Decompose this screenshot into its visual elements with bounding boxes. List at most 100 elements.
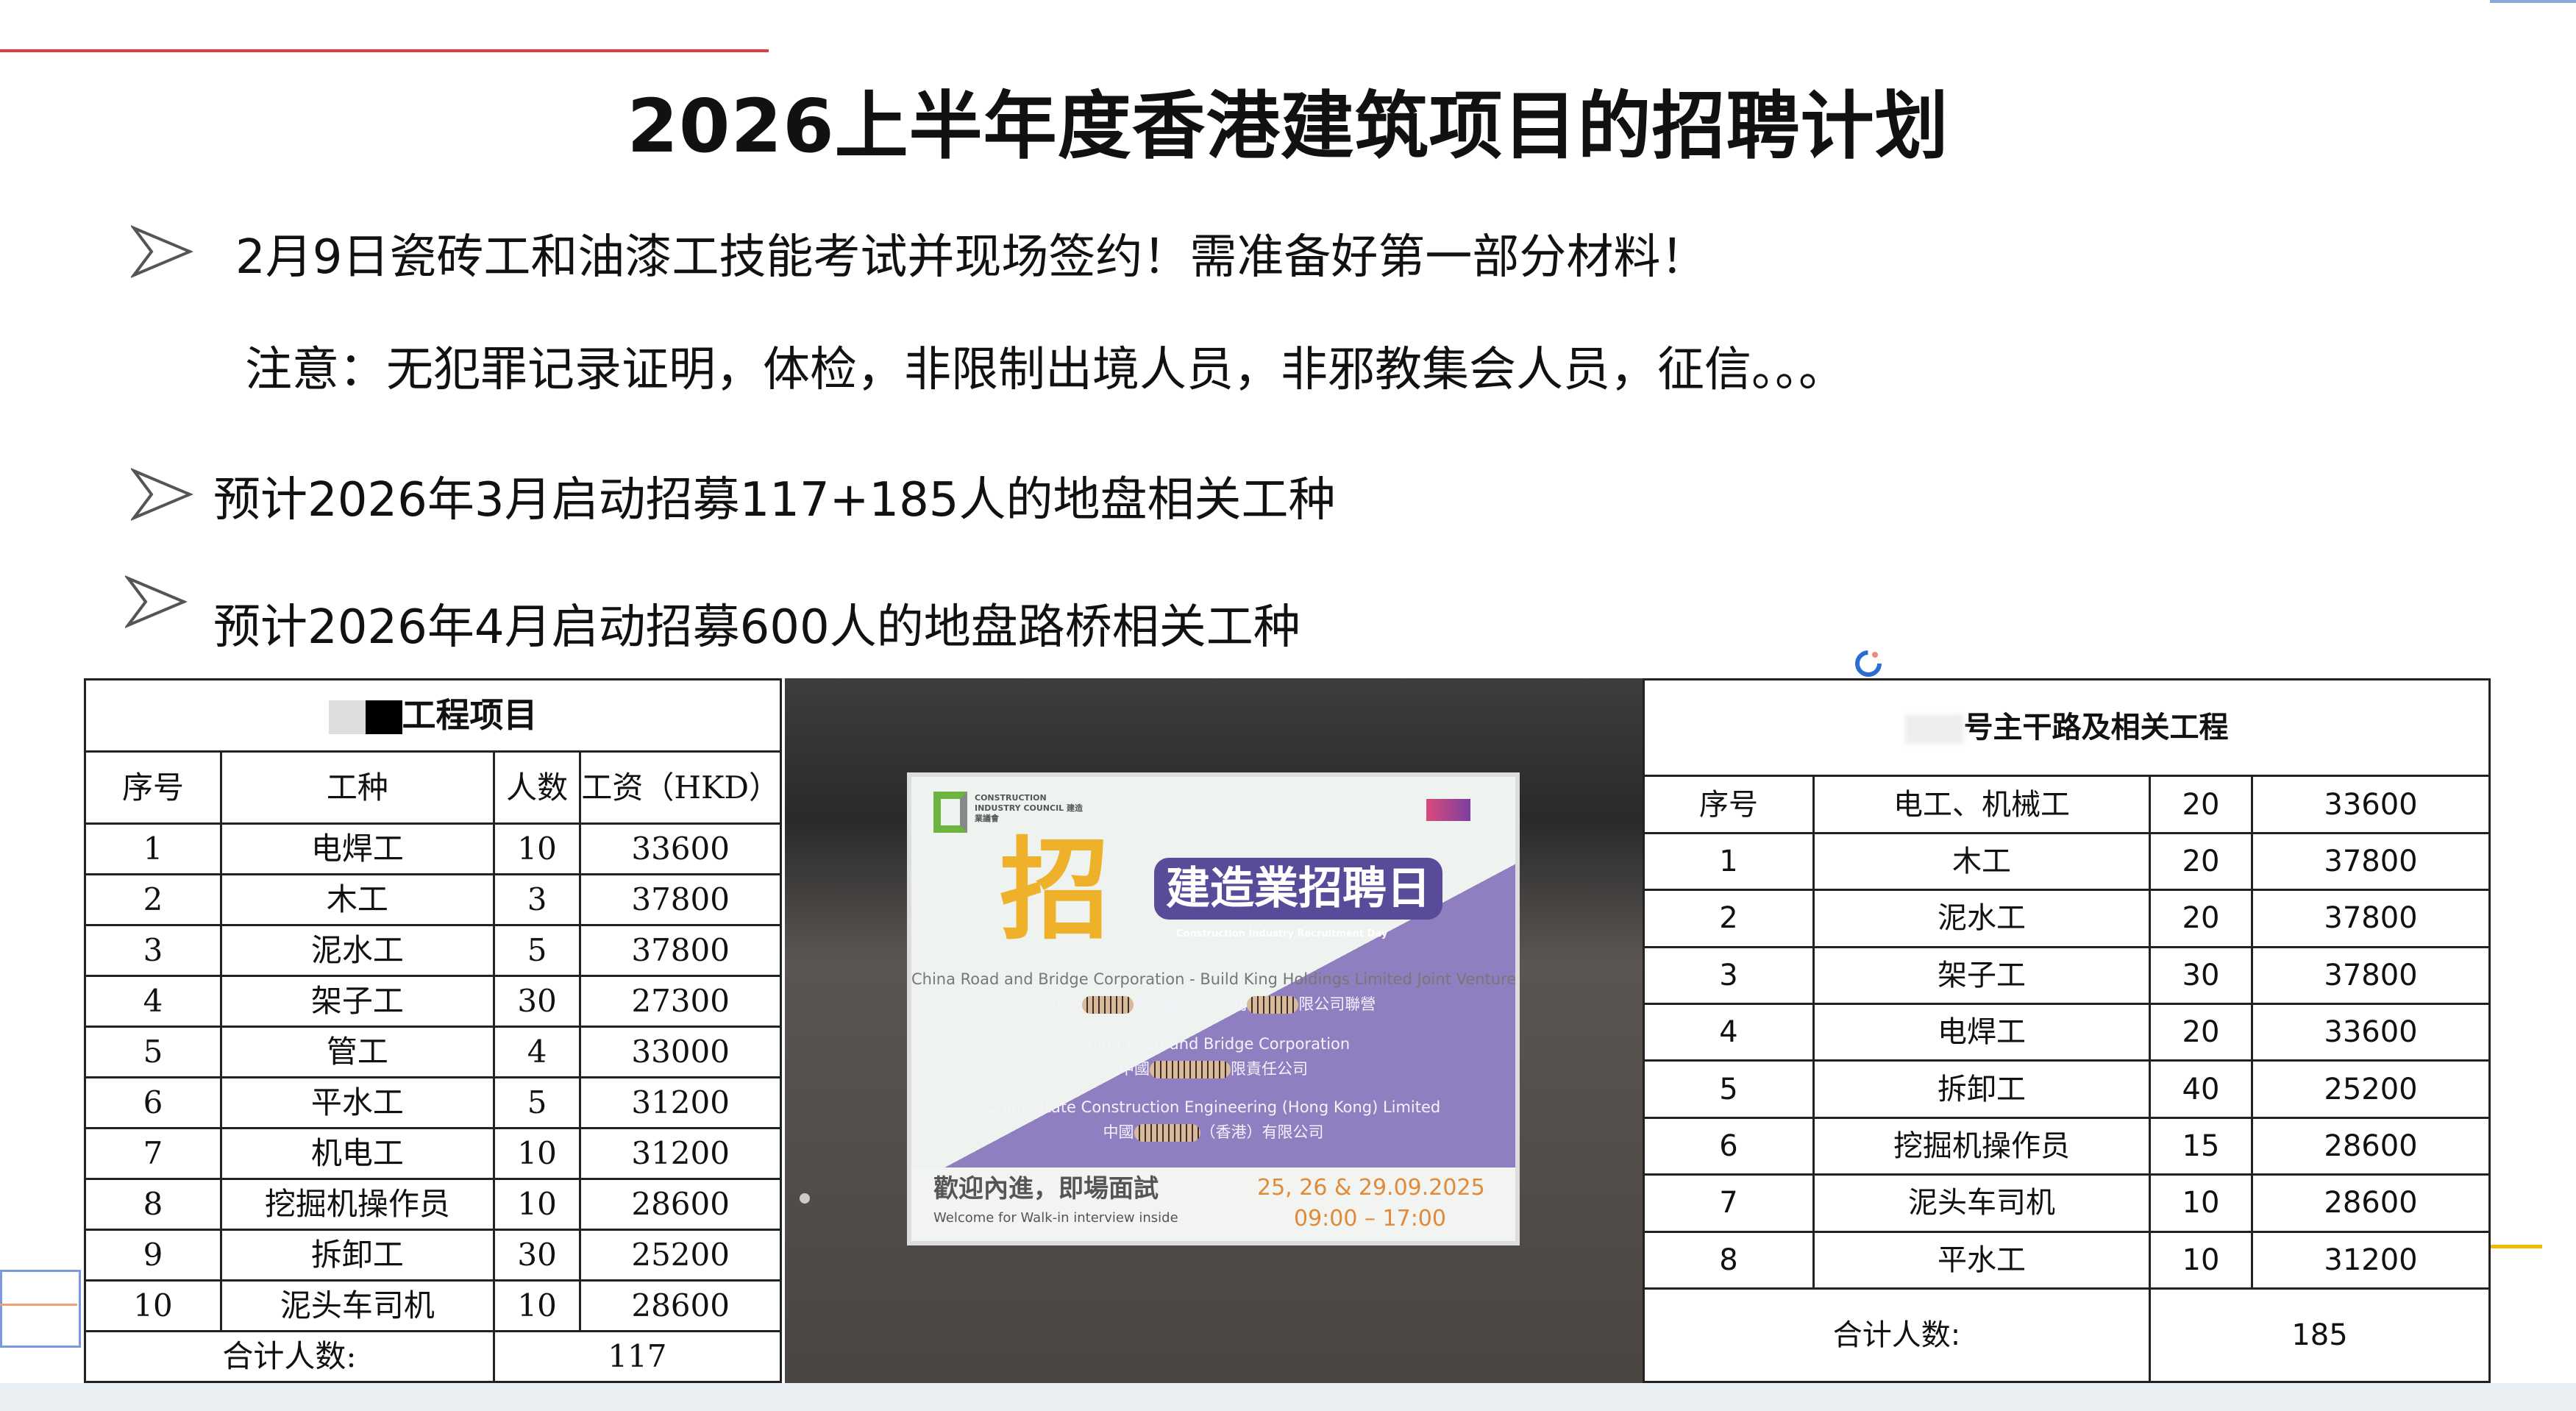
event-dates: 25, 26 & 29.09.2025 [1257, 1175, 1485, 1201]
table-cell: 33600 [2251, 775, 2491, 834]
table-cell: 架子工 [1812, 945, 2151, 1005]
table-cell: 泥头车司机 [1812, 1173, 2151, 1233]
table-cell: 挖掘机操作员 [219, 1178, 495, 1231]
table-cell: 37800 [2251, 889, 2491, 948]
table-cell: 3 [492, 873, 582, 927]
table-row: 8 平水工 10 31200 [1643, 1230, 2491, 1290]
table-cell: 木工 [1812, 831, 2151, 892]
table-row: 序号 电工、机械工 20 33600 [1643, 775, 2491, 834]
screen-headline: 建造業招聘日 [1154, 858, 1442, 920]
table-row: 3 泥水工 5 37800 [84, 924, 782, 978]
table-row: 4 电焊工 20 33600 [1643, 1002, 2491, 1062]
company-1-en: China Road and Bridge Corporation - Buil… [911, 970, 1517, 988]
screen-footer: 歡迎內進，即場面試 Welcome for Walk-in interview … [911, 1167, 1515, 1241]
table-cell: 拆卸工 [1812, 1059, 2151, 1119]
bottom-band [0, 1383, 2576, 1411]
table-cell: 37800 [2251, 831, 2491, 892]
table-cell: 10 [492, 1127, 582, 1181]
table-row: 3 架子工 30 37800 [1643, 945, 2491, 1005]
table-cell: 泥水工 [219, 924, 495, 978]
table-header: 序号 工种 人数 工资（HKD） [84, 750, 782, 825]
left-recruitment-table: 工程项目 序号 工种 人数 工资（HKD） 1 电焊工 10 33600 2 木工 3 378… [84, 678, 783, 1383]
event-time: 09:00 – 17:00 [1294, 1206, 1446, 1231]
table-cell: 25200 [579, 1229, 782, 1282]
table-row: 7 机电工 10 31200 [84, 1127, 782, 1181]
screen-headline-en: Construction Industry Recruitment Day [1176, 928, 1388, 939]
table-cell: 5 [84, 1026, 222, 1079]
table-cell: 20 [2149, 889, 2253, 948]
table-cell: 30 [492, 975, 582, 1028]
decorative-yellow-line [2491, 1245, 2542, 1248]
table-row: 1 木工 20 37800 [1643, 831, 2491, 892]
table-total-row: 合计人数: 117 [84, 1330, 783, 1383]
table-cell: 8 [1643, 1230, 1815, 1290]
table-cell: 泥头车司机 [219, 1279, 495, 1333]
table-cell: 平水工 [219, 1076, 495, 1130]
table-row: 2 木工 3 37800 [84, 873, 782, 927]
construction-hk-logo-icon [1426, 799, 1470, 821]
table-cell: 7 [1643, 1173, 1815, 1233]
table-cell: 5 [1643, 1059, 1815, 1119]
table-cell: 31200 [579, 1076, 782, 1130]
total-value: 185 [2149, 1287, 2491, 1384]
total-value: 117 [492, 1330, 783, 1383]
table-cell: 31200 [2251, 1230, 2491, 1290]
welcome-en: Welcome for Walk-in interview inside [933, 1210, 1178, 1226]
table-cell: 33000 [579, 1026, 782, 1079]
table-cell: 6 [1643, 1116, 1815, 1176]
arrow-right-outline-icon [131, 468, 193, 521]
table-total-row: 合计人数: 185 [1643, 1287, 2491, 1384]
table-cell: 7 [84, 1127, 222, 1181]
table-row: 6 平水工 5 31200 [84, 1076, 782, 1130]
table-row: 5 管工 4 33000 [84, 1026, 782, 1079]
table-row: 8 挖掘机操作员 10 28600 [84, 1178, 782, 1231]
table-title: 工程项目 [84, 678, 782, 753]
decorative-red-line [0, 49, 769, 52]
table-cell: 25200 [2251, 1059, 2491, 1119]
arrow-right-outline-icon [131, 225, 193, 278]
table-cell: 33600 [2251, 1002, 2491, 1062]
table-cell: 拆卸工 [219, 1229, 495, 1282]
table-cell: 10 [2149, 1230, 2253, 1290]
table-cell: 平水工 [1812, 1230, 2151, 1290]
table-row: 5 拆卸工 40 25200 [1643, 1059, 2491, 1119]
table-cell: 37800 [579, 924, 782, 978]
table-cell: 15 [2149, 1116, 2253, 1176]
table-cell: 4 [492, 1026, 582, 1079]
table-cell: 机电工 [219, 1127, 495, 1181]
header-cell: 工种 [219, 750, 495, 825]
table-cell: 4 [84, 975, 222, 1028]
table-cell: 9 [84, 1229, 222, 1282]
header-cell: 序号 [84, 750, 222, 825]
table-cell: 10 [492, 1279, 582, 1333]
table-cell: 10 [84, 1279, 222, 1333]
table-cell: 33600 [579, 822, 782, 876]
welcome-zh: 歡迎內進，即場面試 [933, 1174, 1159, 1204]
table-cell: 序号 [1643, 775, 1815, 834]
table-cell: 6 [84, 1076, 222, 1130]
company-2-en: China Road and Bridge Corporation [1076, 1035, 1351, 1053]
table-row: 6 挖掘机操作员 15 28600 [1643, 1116, 2491, 1176]
table-cell: 28600 [579, 1178, 782, 1231]
company-3-en: China State Construction Engineering (Ho… [986, 1098, 1441, 1116]
table-row: 2 泥水工 20 37800 [1643, 889, 2491, 948]
cic-logo-text: CONSTRUCTION INDUSTRY COUNCIL 建造業議會 [975, 793, 1084, 823]
bullet-2-text: 预计2026年3月启动招募117+185人的地盘相关工种 [213, 473, 1336, 527]
table-cell: 10 [492, 1178, 582, 1231]
bullet-1-note: 注意：无犯罪记录证明，体检，非限制出境人员，非邪教集会人员，征信。。。 [245, 343, 1846, 397]
table-cell: 电焊工 [1812, 1002, 2151, 1062]
table-cell: 管工 [219, 1026, 495, 1079]
table-cell: 20 [2149, 831, 2253, 892]
header-cell: 工资（HKD） [579, 750, 782, 825]
table-cell: 10 [492, 822, 582, 876]
table-cell: 30 [492, 1229, 582, 1282]
company-2-zh: 中國 限責任公司 [1119, 1060, 1308, 1078]
table-cell: 30 [2149, 945, 2253, 1005]
total-label: 合计人数: [1643, 1287, 2151, 1384]
decorative-blue-line [2490, 0, 2576, 3]
table-cell: 1 [1643, 831, 1815, 892]
table-cell: 37800 [2251, 945, 2491, 1005]
company-3-zh: 中國 （香港）有限公司 [1103, 1123, 1324, 1142]
table-cell: 28600 [2251, 1116, 2491, 1176]
table-cell: 40 [2149, 1059, 2253, 1119]
